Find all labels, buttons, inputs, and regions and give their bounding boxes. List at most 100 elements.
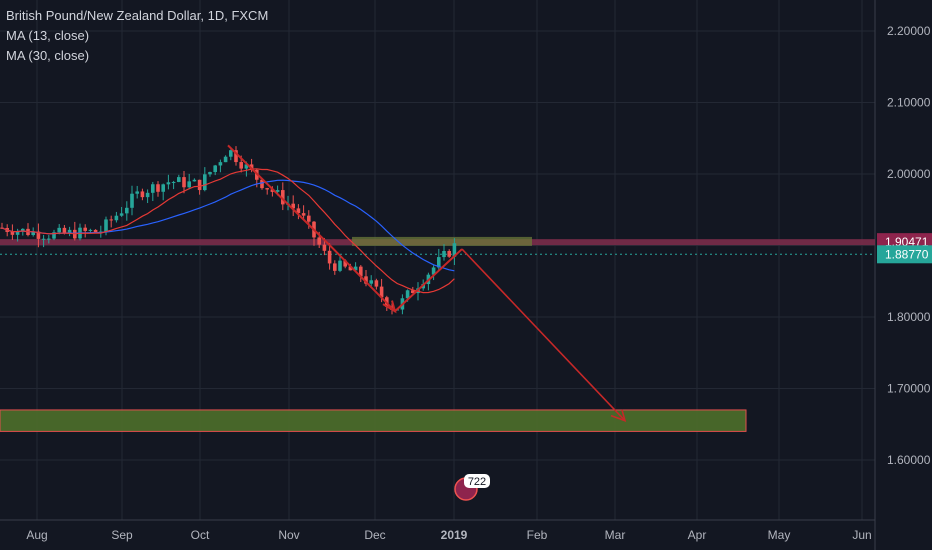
candle-body xyxy=(364,276,368,284)
candle-body xyxy=(151,184,155,193)
x-tick-label: Sep xyxy=(111,528,133,542)
candle-body xyxy=(338,260,342,271)
candle-body xyxy=(359,266,363,277)
candle xyxy=(83,224,87,238)
candle-body xyxy=(203,174,207,191)
candle-body xyxy=(145,192,150,198)
candle-body xyxy=(67,229,72,234)
candle xyxy=(161,183,165,201)
x-tick-label: Apr xyxy=(688,528,707,542)
x-tick-label: Jun xyxy=(852,528,871,542)
candle-body xyxy=(348,266,353,271)
candle xyxy=(145,189,150,204)
candle xyxy=(21,228,25,236)
candle-body xyxy=(234,150,238,163)
legend-ma13[interactable]: MA (13, close) xyxy=(6,28,90,43)
candle xyxy=(135,185,139,199)
candle-body xyxy=(343,260,347,267)
y-tick-label: 1.60000 xyxy=(887,453,931,467)
candle xyxy=(452,238,457,266)
candle xyxy=(281,182,285,211)
candle xyxy=(192,178,197,182)
candle-body xyxy=(36,231,41,239)
candle-body xyxy=(171,181,176,183)
candle-body xyxy=(317,237,321,245)
candle-body xyxy=(125,207,129,214)
y-tick-label: 1.70000 xyxy=(887,382,931,396)
candle-body xyxy=(41,238,46,240)
candle-body xyxy=(411,290,415,294)
candle-body xyxy=(166,182,171,185)
x-tick-label: 2019 xyxy=(441,528,468,542)
x-tick-label: May xyxy=(768,528,791,542)
candle xyxy=(93,229,98,233)
candle-body xyxy=(47,238,51,240)
candle xyxy=(353,262,358,271)
candle-body xyxy=(275,190,280,192)
candle xyxy=(41,234,46,248)
candles xyxy=(0,146,457,315)
candle-body xyxy=(31,231,35,236)
candle-body xyxy=(229,150,233,157)
candle xyxy=(338,254,342,273)
candle-body xyxy=(307,215,311,222)
candle-body xyxy=(104,219,108,232)
candle-body xyxy=(119,213,124,216)
x-tick-label: Oct xyxy=(191,528,210,542)
y-tick-label: 2.20000 xyxy=(887,24,931,38)
indicator-badge[interactable]: 722 xyxy=(446,472,492,502)
candle-body xyxy=(52,232,56,239)
candle-body xyxy=(21,228,25,232)
candle xyxy=(249,158,254,173)
candle-body xyxy=(197,179,202,191)
candle-body xyxy=(213,165,217,173)
candle xyxy=(229,149,233,161)
candle-body xyxy=(291,203,295,209)
price-tag-label: 1.88770 xyxy=(885,247,929,261)
candle xyxy=(130,185,134,216)
candle-body xyxy=(296,208,301,214)
candle-body xyxy=(270,189,275,192)
legend-symbol[interactable]: British Pound/New Zealand Dollar, 1D, FX… xyxy=(6,8,269,23)
candle xyxy=(182,171,186,194)
candle-body xyxy=(431,267,436,275)
drawn-trend-line xyxy=(227,144,463,313)
y-tick-label: 2.10000 xyxy=(887,96,931,110)
candle xyxy=(431,265,436,281)
candle xyxy=(166,174,171,190)
candle xyxy=(447,249,451,258)
candle-body xyxy=(218,162,223,166)
projection-arrow-head xyxy=(610,409,627,422)
candle xyxy=(327,243,332,270)
candle-body xyxy=(135,191,139,194)
candle-body xyxy=(57,227,61,233)
legend-ma30[interactable]: MA (30, close) xyxy=(6,48,90,63)
ma30-line xyxy=(1,179,455,272)
candle xyxy=(36,223,41,248)
candle xyxy=(203,167,207,192)
y-tick-label: 2.00000 xyxy=(887,167,931,181)
y-tick-label: 1.80000 xyxy=(887,310,931,324)
x-tick-label: Nov xyxy=(278,528,299,542)
candle-body xyxy=(83,227,87,231)
candle-body xyxy=(239,162,243,169)
candle-body xyxy=(88,229,93,231)
candle xyxy=(260,179,264,190)
candle xyxy=(73,221,77,241)
candle xyxy=(223,155,228,163)
x-tick-label: Aug xyxy=(26,528,47,542)
candle xyxy=(374,278,379,290)
candle-body xyxy=(140,191,145,198)
candle-body xyxy=(249,164,254,170)
candle xyxy=(156,181,160,197)
candle xyxy=(114,211,119,223)
candle-body xyxy=(327,250,332,264)
candle xyxy=(213,164,217,176)
candle xyxy=(291,195,295,216)
candle xyxy=(364,269,368,287)
candle xyxy=(234,146,238,166)
candle xyxy=(187,173,191,190)
candle-body xyxy=(369,280,373,284)
candle xyxy=(171,180,176,190)
